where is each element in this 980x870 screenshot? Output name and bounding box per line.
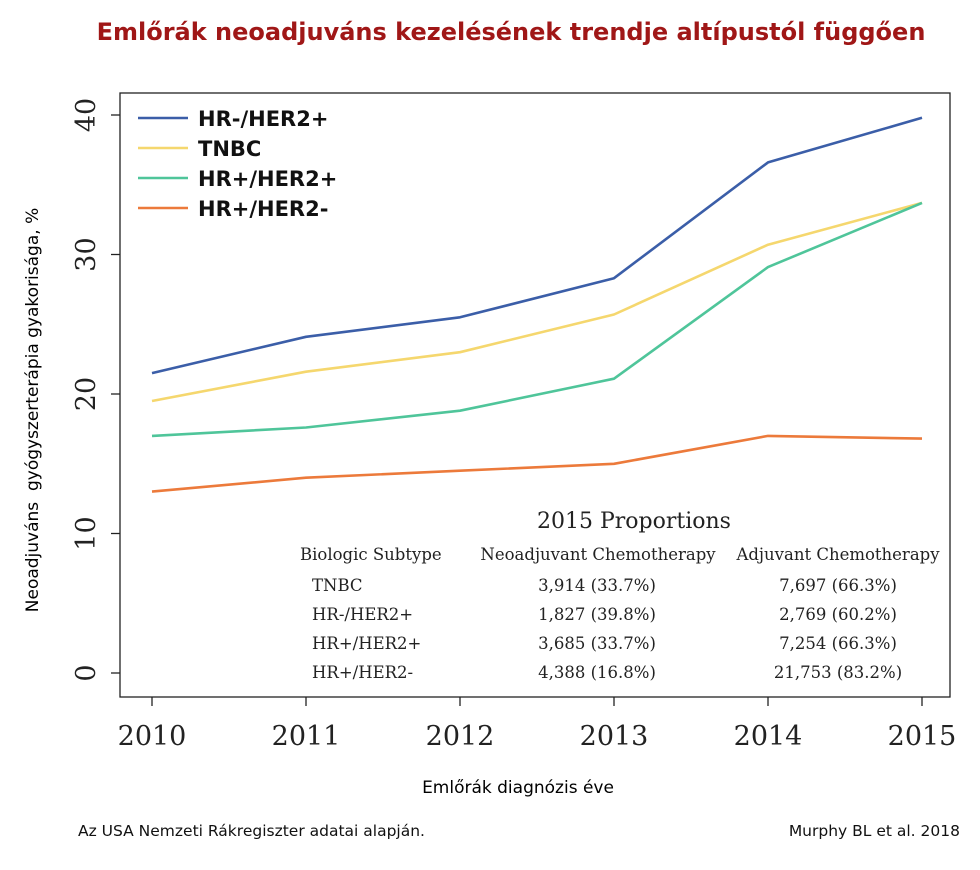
x-tick-label: 2014 [734, 721, 803, 752]
citation: Murphy BL et al. 2018 [788, 822, 960, 840]
x-tick-label: 2011 [272, 721, 341, 752]
table-value-cell: 7,254 (66.3%) [779, 634, 897, 653]
x-tick-label: 2012 [426, 721, 495, 752]
table-value-cell: 1,827 (39.8%) [538, 605, 656, 624]
y-tick-label: 30 [71, 237, 102, 271]
table-value-cell: 3,685 (33.7%) [538, 634, 656, 653]
plot-frame [119, 92, 951, 698]
y-axis-label: Neoadjuváns gyógyszerterápia gyakorisága… [23, 207, 43, 613]
series-line-hr-her2- [151, 116, 923, 375]
table-subtype-cell: HR+/HER2+ [312, 634, 421, 653]
table-header: Neoadjuvant Chemotherapy [480, 545, 716, 564]
table-value-cell: 7,697 (66.3%) [779, 576, 897, 595]
chart-title: Emlőrák neoadjuváns kezelésének trendje … [96, 18, 926, 46]
table-header: Biologic Subtype [300, 545, 442, 564]
x-tick-label: 2010 [118, 721, 187, 752]
series-line-hr-her2- [151, 434, 923, 493]
table-subtype-cell: HR-/HER2+ [312, 605, 413, 624]
legend-label: HR+/HER2+ [198, 167, 337, 191]
x-tick-label: 2013 [580, 721, 649, 752]
y-tick-label: 40 [71, 98, 102, 132]
table-value-cell: 2,769 (60.2%) [779, 605, 897, 624]
legend-label: TNBC [198, 137, 261, 161]
x-axis-label: Emlőrák diagnózis éve [422, 778, 614, 798]
table-value-cell: 21,753 (83.2%) [774, 663, 902, 682]
table-subtype-cell: HR+/HER2- [312, 663, 413, 682]
table-subtype-cell: TNBC [312, 576, 363, 595]
legend-label: HR-/HER2+ [198, 107, 328, 131]
table-header: Adjuvant Chemotherapy [735, 545, 940, 564]
source-note: Az USA Nemzeti Rákregiszter adatai alapj… [78, 822, 425, 840]
series-line-hr-her2- [151, 201, 923, 438]
y-tick-label: 20 [71, 377, 102, 411]
y-tick-label: 0 [71, 664, 102, 681]
y-tick-label: 10 [71, 516, 102, 550]
x-tick-label: 2015 [888, 721, 957, 752]
legend-label: HR+/HER2- [198, 197, 328, 221]
table-value-cell: 4,388 (16.8%) [538, 663, 656, 682]
table-value-cell: 3,914 (33.7%) [538, 576, 656, 595]
table-title: 2015 Proportions [537, 509, 731, 534]
series-line-tnbc [151, 201, 923, 403]
